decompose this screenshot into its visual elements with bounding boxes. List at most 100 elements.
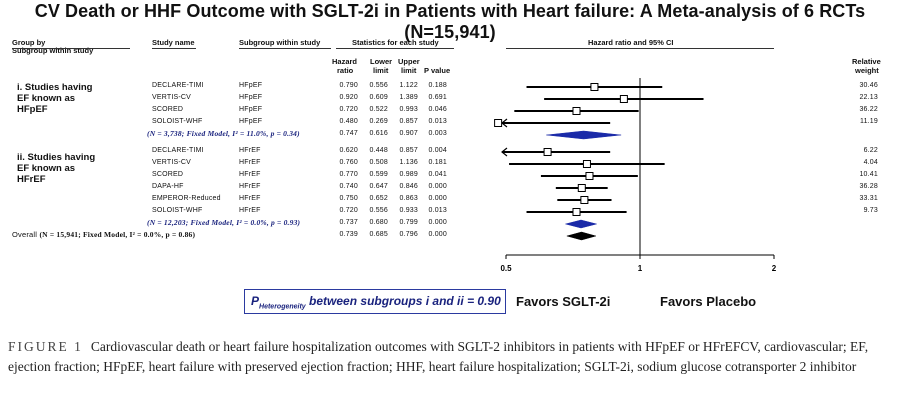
favors-placebo-label: Favors Placebo — [660, 294, 757, 309]
heterogeneity-label: between subgroups i and ii = 0.90 — [309, 294, 501, 308]
p-value-cell: 0.004 — [428, 147, 447, 154]
subgroup-cell: HFrEF — [239, 159, 261, 166]
group-label-line: HFrEF — [17, 174, 46, 185]
subgroup-cell: HFpEF — [239, 118, 263, 125]
header-study-name: Study name — [152, 38, 195, 47]
study-name-cell: DAPA-HF — [152, 183, 184, 190]
pooled-summary-label: (N = 3,738; Fixed Model, I² = 11.0%, p =… — [147, 129, 300, 138]
point-estimate-marker — [577, 184, 586, 192]
hazard-ratio-cell: 0.747 — [339, 130, 358, 137]
subheader-limit: limit — [401, 66, 417, 75]
subgroup-cell: HFpEF — [239, 106, 263, 113]
point-estimate-marker — [582, 160, 591, 168]
lower-limit-cell: 0.448 — [369, 147, 388, 154]
p-value-cell: 0.188 — [428, 82, 447, 89]
subheader-hazard: Hazard — [332, 57, 358, 66]
header-underline — [152, 48, 196, 49]
subheader-lower: Lower — [370, 57, 393, 66]
p-value-cell: 0.000 — [428, 195, 447, 202]
subheader-weight: weight — [855, 66, 879, 75]
heterogeneity-subscript: Heterogeneity — [259, 303, 306, 311]
hazard-ratio-cell: 0.790 — [339, 82, 358, 89]
lower-limit-cell: 0.556 — [369, 207, 388, 214]
p-value-cell: 0.000 — [428, 219, 447, 226]
subheader-relative: Relative — [852, 57, 881, 66]
hazard-ratio-cell: 0.737 — [339, 219, 358, 226]
figure-caption: FIGURE 1 Cardiovascular death or heart fa… — [8, 337, 896, 377]
overall-summary-label: Overall (N = 15,941; Fixed Model, I² = 0… — [12, 230, 195, 239]
lower-limit-cell: 0.556 — [369, 82, 388, 89]
lower-limit-cell: 0.522 — [369, 106, 388, 113]
study-name-cell: EMPEROR-Reduced — [152, 195, 221, 202]
header-group-by: Group by — [12, 38, 46, 47]
subgroup-cell: HFpEF — [239, 82, 263, 89]
pooled-diamond — [546, 130, 622, 140]
point-estimate-marker — [590, 83, 599, 91]
hazard-ratio-cell: 0.480 — [339, 118, 358, 125]
group-label-hfpef: i. Studies having EF known as HFpEF — [17, 82, 93, 115]
pooled-diamond — [565, 219, 597, 229]
subheader-limit: limit — [373, 66, 389, 75]
upper-limit-cell: 1.136 — [399, 159, 418, 166]
relative-weight-cell: 22.13 — [859, 94, 878, 101]
hazard-ratio-cell: 0.620 — [339, 147, 358, 154]
study-name-cell: SCORED — [152, 106, 184, 113]
p-value-cell: 0.003 — [428, 130, 447, 137]
study-name-cell: DECLARE-TIMI — [152, 82, 204, 89]
ci-arrow-left — [501, 147, 508, 157]
hazard-ratio-cell: 0.720 — [339, 207, 358, 214]
p-value-cell: 0.041 — [428, 171, 447, 178]
header-hr-ci: Hazard ratio and 95% CI — [588, 38, 674, 47]
upper-limit-cell: 0.907 — [399, 130, 418, 137]
header-underline — [506, 48, 774, 49]
subgroup-cell: HFpEF — [239, 94, 263, 101]
p-value-cell: 0.000 — [428, 231, 447, 238]
upper-limit-cell: 1.389 — [399, 94, 418, 101]
lower-limit-cell: 0.609 — [369, 94, 388, 101]
group-label-line: EF known as — [17, 93, 76, 104]
subgroup-cell: HFrEF — [239, 183, 261, 190]
point-estimate-marker — [619, 95, 628, 103]
study-name-cell: DECLARE-TIMI — [152, 147, 204, 154]
lower-limit-cell: 0.616 — [369, 130, 388, 137]
upper-limit-cell: 0.796 — [399, 231, 418, 238]
study-name-cell: VERTIS-CV — [152, 159, 192, 166]
forest-plot: 0.5 1 2 — [494, 78, 777, 273]
caption-text: Cardiovascular death or heart failure ho… — [8, 339, 869, 374]
group-label-line: HFpEF — [17, 104, 48, 115]
upper-limit-cell: 0.989 — [399, 171, 418, 178]
upper-limit-cell: 0.846 — [399, 183, 418, 190]
pooled-summary-label: (N = 12,203; Fixed Model, I² = 0.0%, p =… — [147, 218, 301, 227]
lower-limit-cell: 0.508 — [369, 159, 388, 166]
x-tick-label: 0.5 — [500, 264, 512, 273]
lower-limit-cell: 0.647 — [369, 183, 388, 190]
figure-number: FIGURE 1 — [8, 339, 83, 354]
relative-weight-cell: 6.22 — [863, 147, 878, 154]
relative-weight-cell: 36.28 — [859, 183, 878, 190]
subgroup-cell: HFrEF — [239, 195, 261, 202]
heterogeneity-box: PHeterogeneity between subgroups i and i… — [244, 289, 506, 314]
study-name-cell: VERTIS-CV — [152, 94, 192, 101]
subgroup-cell: HFrEF — [239, 207, 261, 214]
p-value-cell: 0.046 — [428, 106, 447, 113]
subheader-ratio: ratio — [337, 66, 354, 75]
upper-limit-cell: 0.993 — [399, 106, 418, 113]
upper-limit-cell: 0.799 — [399, 219, 418, 226]
group-label-line: EF known as — [17, 163, 76, 174]
upper-limit-cell: 0.857 — [399, 147, 418, 154]
upper-limit-cell: 0.863 — [399, 195, 418, 202]
hazard-ratio-cell: 0.920 — [339, 94, 358, 101]
lower-limit-cell: 0.680 — [369, 219, 388, 226]
p-value-cell: 0.691 — [428, 94, 447, 101]
relative-weight-cell: 36.22 — [859, 106, 878, 113]
hazard-ratio-cell: 0.740 — [339, 183, 358, 190]
overall-prefix: Overall — [12, 230, 38, 239]
study-name-cell: SCORED — [152, 171, 184, 178]
header-subgroup-within-study: Subgroup within study — [12, 46, 94, 55]
p-value-cell: 0.013 — [428, 207, 447, 214]
hazard-ratio-cell: 0.739 — [339, 231, 358, 238]
upper-limit-cell: 0.857 — [399, 118, 418, 125]
favors-sglt2i-label: Favors SGLT-2i — [516, 294, 611, 309]
point-estimate-marker — [580, 196, 589, 204]
point-estimate-marker — [572, 107, 581, 115]
